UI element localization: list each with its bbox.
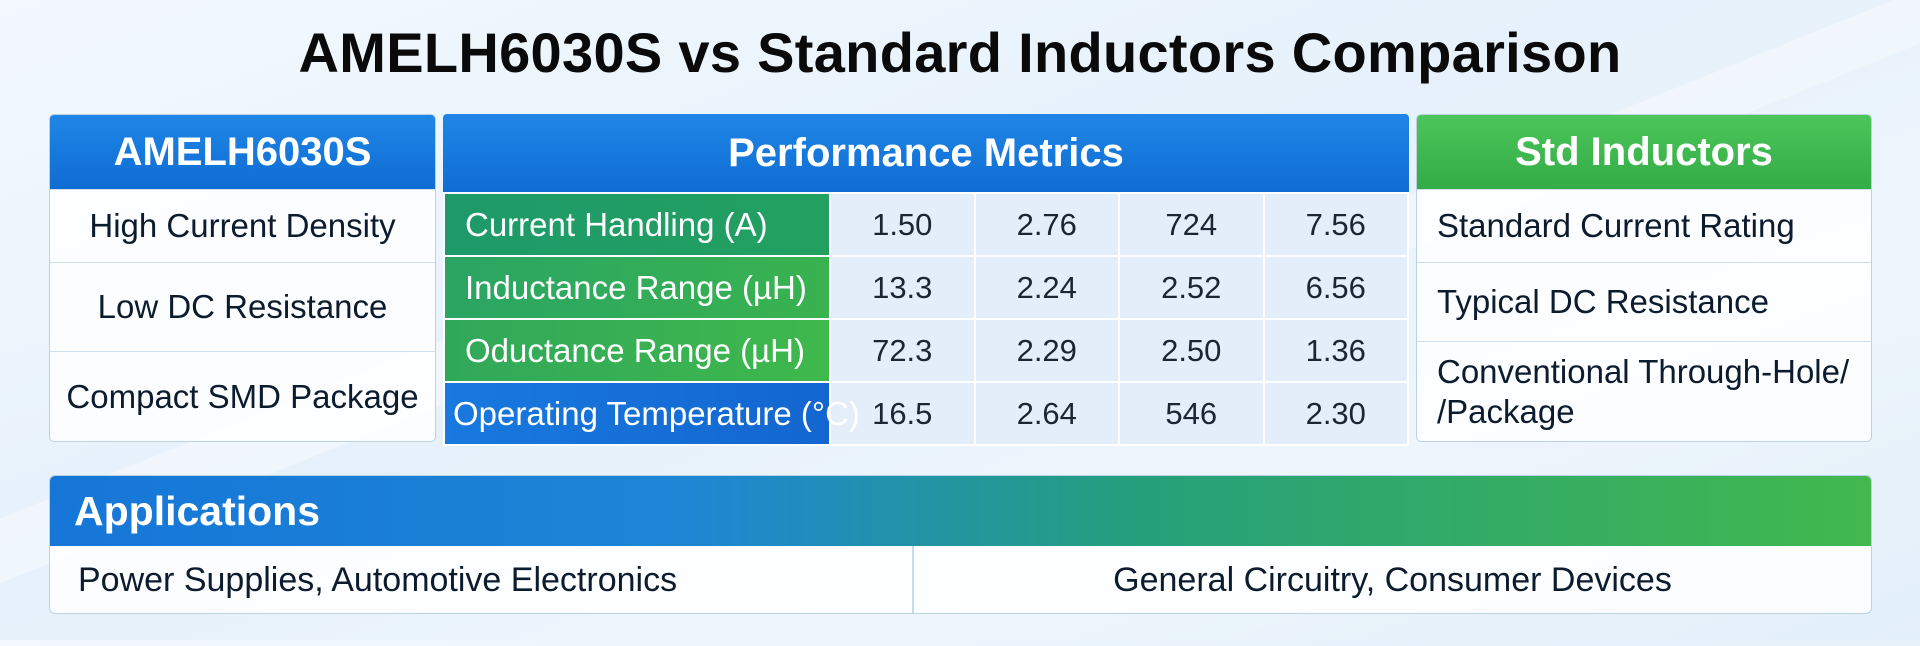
metric-value: 546: [1118, 381, 1265, 446]
metric-value: 1.50: [829, 192, 976, 257]
std-inductors-panel: Std Inductors Standard Current Rating Ty…: [1416, 114, 1872, 442]
applications-header: Applications: [50, 476, 1871, 546]
performance-metrics-header: Performance Metrics: [443, 114, 1409, 192]
metric-value: 724: [1118, 192, 1265, 257]
metric-value: 2.76: [973, 192, 1120, 257]
applications-standard: General Circuitry, Consumer Devices: [1113, 561, 1672, 599]
metric-value: 16.5: [829, 381, 976, 446]
metric-value: 2.29: [973, 318, 1120, 383]
metric-value: 72.3: [829, 318, 976, 383]
metric-value: 2.50: [1118, 318, 1265, 383]
metric-value: 1.36: [1262, 318, 1409, 383]
metric-value: 7.56: [1262, 192, 1409, 257]
amelh-feature-package: Compact SMD Package: [50, 351, 435, 441]
metric-label: Inductance Range (µH): [443, 255, 831, 320]
metric-label: Oductance Range (µH): [443, 318, 831, 383]
std-feature-package: Conventional Through-Hole//Package: [1417, 341, 1871, 441]
amelh-feature-current-density: High Current Density: [50, 189, 435, 262]
performance-metrics-table: Current Handling (A) 1.50 2.76 724 7.56 Induc…: [443, 192, 1409, 446]
metric-value: 6.56: [1262, 255, 1409, 320]
metric-row: Current Handling (A) 1.50 2.76 724 7.56: [443, 192, 1409, 257]
page-title: AMELH6030S vs Standard Inductors Compari…: [298, 21, 1622, 84]
std-feature-package-label: Conventional Through-Hole//Package: [1437, 352, 1850, 430]
metric-label: Current Handling (A): [443, 192, 831, 257]
metric-value: 2.64: [973, 381, 1120, 446]
amelh6030s-panel: AMELH6030S High Current Density Low DC R…: [49, 114, 436, 442]
std-feature-current-rating: Standard Current Rating: [1417, 189, 1871, 262]
applications-amelh6030s: Power Supplies, Automotive Electronics: [50, 546, 914, 613]
performance-metrics-panel: Performance Metrics Current Handling (A)…: [443, 114, 1409, 446]
applications-panel: Applications Power Supplies, Automotive …: [49, 475, 1872, 614]
metric-value: 2.24: [973, 255, 1120, 320]
std-inductors-header: Std Inductors: [1417, 115, 1871, 189]
metric-value: 2.30: [1262, 381, 1409, 446]
metric-row: Oductance Range (µH) 72.3 2.29 2.50 1.36: [443, 318, 1409, 383]
metric-label: Operating Temperature (°C): [443, 381, 860, 446]
metric-value: 13.3: [829, 255, 976, 320]
metric-row: Operating Temperature (°C) 16.5 2.64 546 2.3…: [443, 381, 1409, 446]
std-feature-dc-resistance: Typical DC Resistance: [1417, 262, 1871, 341]
metric-row: Inductance Range (µH) 13.3 2.24 2.52 6.56: [443, 255, 1409, 320]
amelh6030s-header: AMELH6030S: [50, 115, 435, 189]
amelh-feature-dc-resistance: Low DC Resistance: [50, 262, 435, 351]
metric-value: 2.52: [1118, 255, 1265, 320]
